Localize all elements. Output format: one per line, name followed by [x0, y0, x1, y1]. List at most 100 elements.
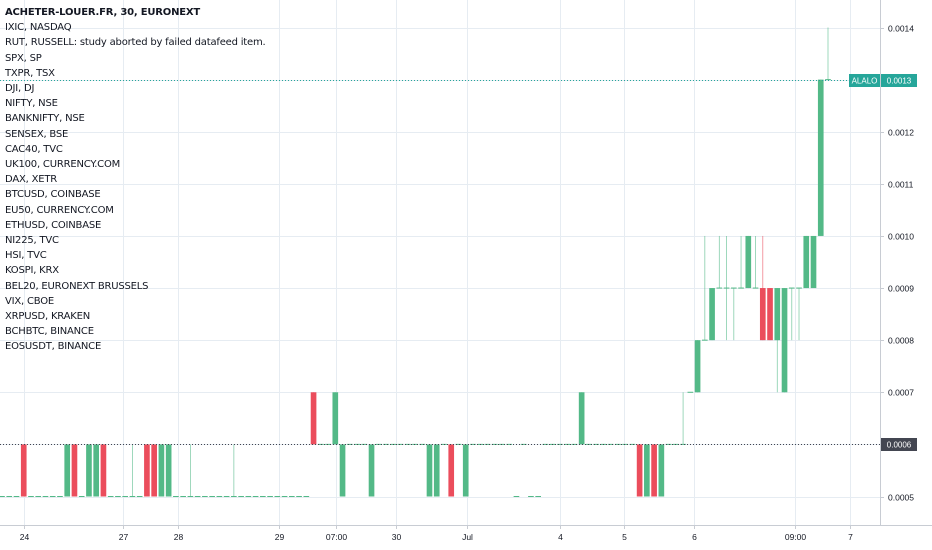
candle-body	[28, 496, 34, 497]
legend-symbol-item[interactable]: NIFTY, NSE	[5, 98, 58, 110]
candle-body	[528, 496, 534, 497]
candle	[716, 235, 723, 289]
candle-body	[470, 443, 476, 445]
candle-body	[607, 443, 614, 445]
candle	[513, 496, 520, 497]
candle-body	[542, 443, 549, 445]
candle	[730, 287, 737, 341]
candle-body	[709, 288, 715, 341]
x-tick-label: 09:00	[785, 532, 807, 542]
candle	[49, 496, 56, 497]
legend-symbol-item[interactable]: IXIC, NASDAQ	[5, 22, 72, 34]
candle-body	[100, 444, 107, 497]
candle-body	[231, 496, 237, 497]
legend-symbol-item[interactable]: DJI, DJ	[5, 83, 35, 95]
candle-body	[520, 443, 527, 445]
candle-body	[57, 496, 63, 497]
comparison-symbol-list: IXIC, NASDAQ RUT, RUSSELL: study aborted …	[5, 20, 266, 354]
candle-body	[252, 496, 259, 497]
candle	[252, 496, 259, 497]
candle	[571, 443, 578, 445]
candle	[796, 287, 802, 341]
candle-body	[245, 496, 252, 497]
candle	[774, 288, 781, 393]
x-tick-label: Jul	[462, 532, 473, 542]
candle	[781, 288, 788, 393]
legend-symbol-item[interactable]: BANKNIFTY, NSE	[5, 113, 85, 125]
x-axis[interactable]: 24 27 28 29 07:00 30 Jul 4 5 6 09:00 7	[0, 525, 932, 542]
legend-symbol-item[interactable]: EU50, CURRENCY.COM	[5, 204, 114, 216]
candle-body	[730, 287, 737, 289]
candle-body	[506, 443, 513, 445]
candle	[288, 496, 295, 497]
legend-symbol-item[interactable]: BEL20, EURONEXT BRUSSELS	[5, 280, 149, 292]
candle-body	[115, 496, 121, 497]
candle-body	[455, 443, 462, 445]
candle	[209, 496, 215, 497]
candle	[542, 443, 549, 445]
candle	[78, 496, 85, 497]
legend-symbol-item[interactable]: BTCUSD, COINBASE	[5, 189, 101, 201]
candle	[245, 496, 252, 497]
x-tick-label: 28	[174, 532, 184, 542]
legend-symbol-item[interactable]: CAC40, TVC	[5, 143, 63, 155]
legend-symbol-item[interactable]: BCHBTC, BINANCE	[5, 326, 94, 338]
candle-body	[288, 496, 295, 497]
candle-body	[817, 79, 824, 236]
legend-symbol-item[interactable]: RUT, RUSSELL: study aborted by failed da…	[5, 37, 266, 49]
candle	[368, 444, 375, 497]
legend-symbol-item[interactable]: XRPUSD, KRAKEN	[5, 311, 91, 323]
legend-symbol-item[interactable]: UK100, CURRENCY.COM	[5, 159, 121, 171]
candle-body	[310, 392, 317, 445]
legend-symbol-item[interactable]: NI225, TVC	[5, 235, 59, 247]
last-price-symbol-label: ALALO	[852, 77, 878, 86]
candle-body	[404, 443, 411, 445]
legend-symbol-item[interactable]: SENSEX, BSE	[5, 128, 69, 140]
candle-body	[223, 496, 230, 497]
legend-symbol-item[interactable]: VIX, CBOE	[5, 295, 55, 307]
candle-body	[173, 496, 179, 497]
candle	[615, 443, 621, 445]
candle	[694, 340, 701, 393]
candle-body	[774, 288, 781, 341]
candle	[528, 496, 534, 497]
candle-body	[6, 496, 13, 497]
last-price-badge: ALALO 0.0013	[849, 74, 917, 87]
marker-price-value: 0.0006	[887, 441, 912, 450]
legend-symbol-item[interactable]: KOSPI, KRX	[5, 265, 59, 277]
grid-lines	[0, 0, 880, 525]
candle	[441, 443, 447, 445]
candle-body	[144, 444, 150, 497]
candle	[738, 235, 744, 289]
candle	[426, 444, 433, 497]
candle	[701, 235, 708, 341]
chart-title[interactable]: ACHETER-LOUER.FR, 30, EURONEXT	[5, 7, 201, 18]
candle	[462, 444, 469, 497]
candle	[238, 496, 244, 497]
legend-symbol-item[interactable]: TXPR, TSX	[5, 67, 55, 79]
legend-symbol-item[interactable]: EOSUSDT, BINANCE	[5, 341, 102, 353]
candle	[419, 443, 426, 445]
x-tick-label: 27	[119, 532, 129, 542]
legend-symbol-item[interactable]: DAX, XETR	[5, 174, 57, 186]
candle-body	[303, 496, 310, 497]
candle	[709, 288, 715, 341]
candle-body	[723, 287, 730, 289]
candle-body	[767, 288, 773, 341]
candle	[310, 392, 317, 445]
candle-body	[651, 444, 657, 497]
legend-symbol-item[interactable]: SPX, SP	[5, 52, 42, 64]
legend-symbol-item[interactable]: HSI, TVC	[5, 250, 47, 262]
candle	[535, 496, 542, 497]
candle	[317, 443, 324, 445]
candle	[361, 443, 368, 445]
candle-body	[441, 443, 447, 445]
candle-body	[383, 443, 389, 445]
candle-body	[151, 444, 157, 497]
candle-body	[644, 444, 650, 497]
candle-body	[513, 496, 520, 497]
candle	[151, 444, 157, 497]
candle-body	[180, 496, 186, 497]
legend-symbol-item[interactable]: ETHUSD, COINBASE	[5, 219, 102, 231]
